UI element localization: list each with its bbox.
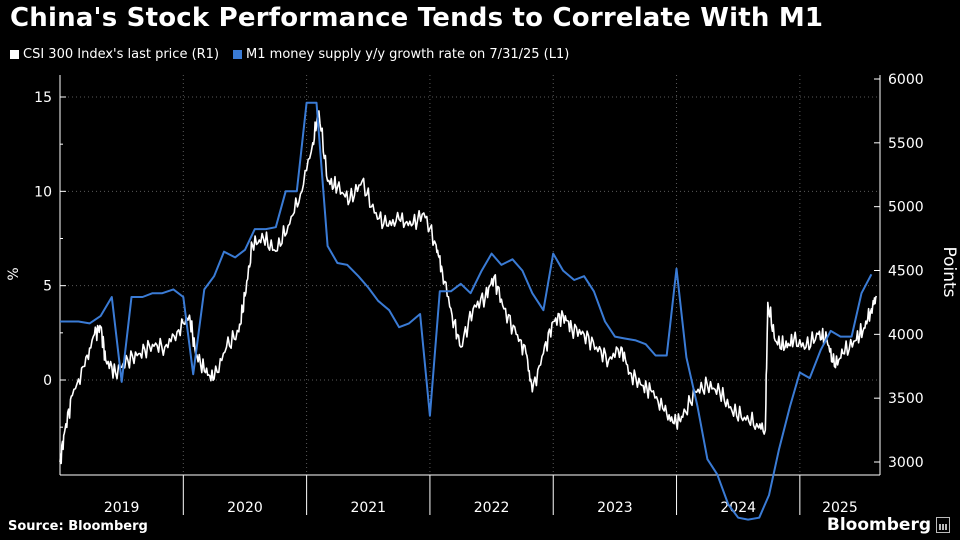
- chart-legend: CSI 300 Index's last price (R1) M1 money…: [10, 47, 569, 62]
- legend-label-csi300: CSI 300 Index's last price (R1): [23, 47, 220, 62]
- left-tick-label: 5: [43, 279, 52, 295]
- chart-series: [59, 101, 878, 521]
- right-tick-label: 5000: [888, 200, 924, 216]
- left-axis-label: %: [6, 267, 22, 280]
- year-label: 2022: [474, 500, 510, 516]
- brand-logo: Bloomberg: [827, 515, 950, 535]
- year-label: 2025: [822, 500, 858, 516]
- year-label: 2023: [597, 500, 633, 516]
- year-label: 2021: [350, 500, 386, 516]
- right-tick-label: 6000: [888, 72, 924, 88]
- legend-swatch-csi300: [10, 50, 19, 59]
- year-label: 2019: [104, 500, 140, 516]
- chart-axes: 15 10 5 0% 6000 5500 5000 4500 4000 3500 3000 Point…: [6, 72, 959, 516]
- source-note: Source: Bloomberg: [8, 519, 148, 534]
- left-tick-label: 10: [34, 184, 52, 200]
- right-tick-label: 3500: [888, 391, 924, 407]
- chart-title: China's Stock Performance Tends to Corre…: [10, 3, 824, 33]
- brand-name: Bloomberg: [826, 515, 931, 535]
- legend-swatch-m1: [233, 50, 243, 59]
- year-label: 2024: [720, 500, 756, 516]
- right-tick-label: 5500: [888, 136, 924, 152]
- right-tick-label: 3000: [888, 455, 924, 471]
- right-axis-label: Points: [939, 246, 959, 297]
- left-tick-label: 15: [34, 90, 52, 106]
- right-tick-label: 4500: [888, 264, 924, 280]
- m1-series-line: [60, 101, 873, 521]
- year-label: 2020: [227, 500, 263, 516]
- bar-chart-icon: [936, 517, 950, 533]
- chart-grid: [60, 75, 880, 475]
- csi300-series-line: [59, 110, 878, 465]
- legend-item-csi300: CSI 300 Index's last price (R1): [10, 47, 219, 62]
- legend-item-m1: M1 money supply y/y growth rate on 7/31/…: [233, 47, 569, 62]
- right-tick-label: 4000: [888, 327, 924, 343]
- legend-label-m1: M1 money supply y/y growth rate on 7/31/…: [246, 47, 570, 62]
- left-tick-label: 0: [43, 373, 52, 389]
